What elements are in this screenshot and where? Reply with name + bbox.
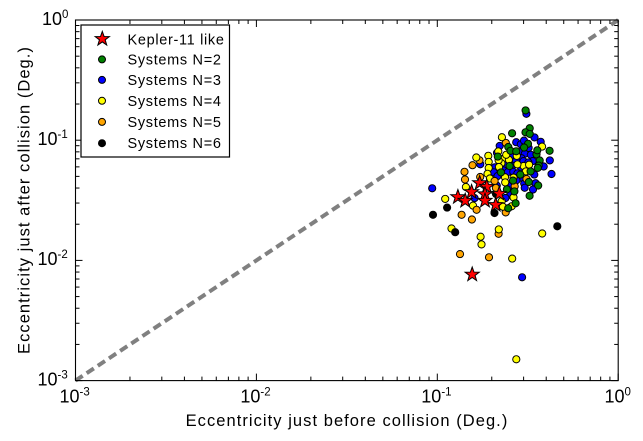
svg-text:10-3: 10-3 bbox=[38, 369, 68, 389]
svg-text:Systems N=5: Systems N=5 bbox=[128, 115, 222, 131]
svg-text:Systems N=6: Systems N=6 bbox=[128, 136, 222, 152]
svg-text:Kepler-11 like: Kepler-11 like bbox=[128, 33, 225, 49]
svg-text:Eccentricity just before colli: Eccentricity just before collision (Deg.… bbox=[186, 412, 509, 430]
svg-text:10-1: 10-1 bbox=[38, 129, 68, 149]
svg-text:Systems N=3: Systems N=3 bbox=[128, 73, 222, 89]
svg-text:10-1: 10-1 bbox=[421, 387, 451, 407]
svg-text:10-2: 10-2 bbox=[38, 249, 68, 269]
svg-text:Systems N=4: Systems N=4 bbox=[128, 94, 222, 110]
svg-text:Systems N=2: Systems N=2 bbox=[128, 52, 222, 68]
svg-text:100: 100 bbox=[605, 387, 631, 407]
svg-text:100: 100 bbox=[42, 9, 68, 29]
svg-text:10-3: 10-3 bbox=[60, 387, 90, 407]
svg-text:Eccentricity just after collis: Eccentricity just after collision (Deg.) bbox=[16, 46, 34, 354]
svg-text:10-2: 10-2 bbox=[240, 387, 270, 407]
